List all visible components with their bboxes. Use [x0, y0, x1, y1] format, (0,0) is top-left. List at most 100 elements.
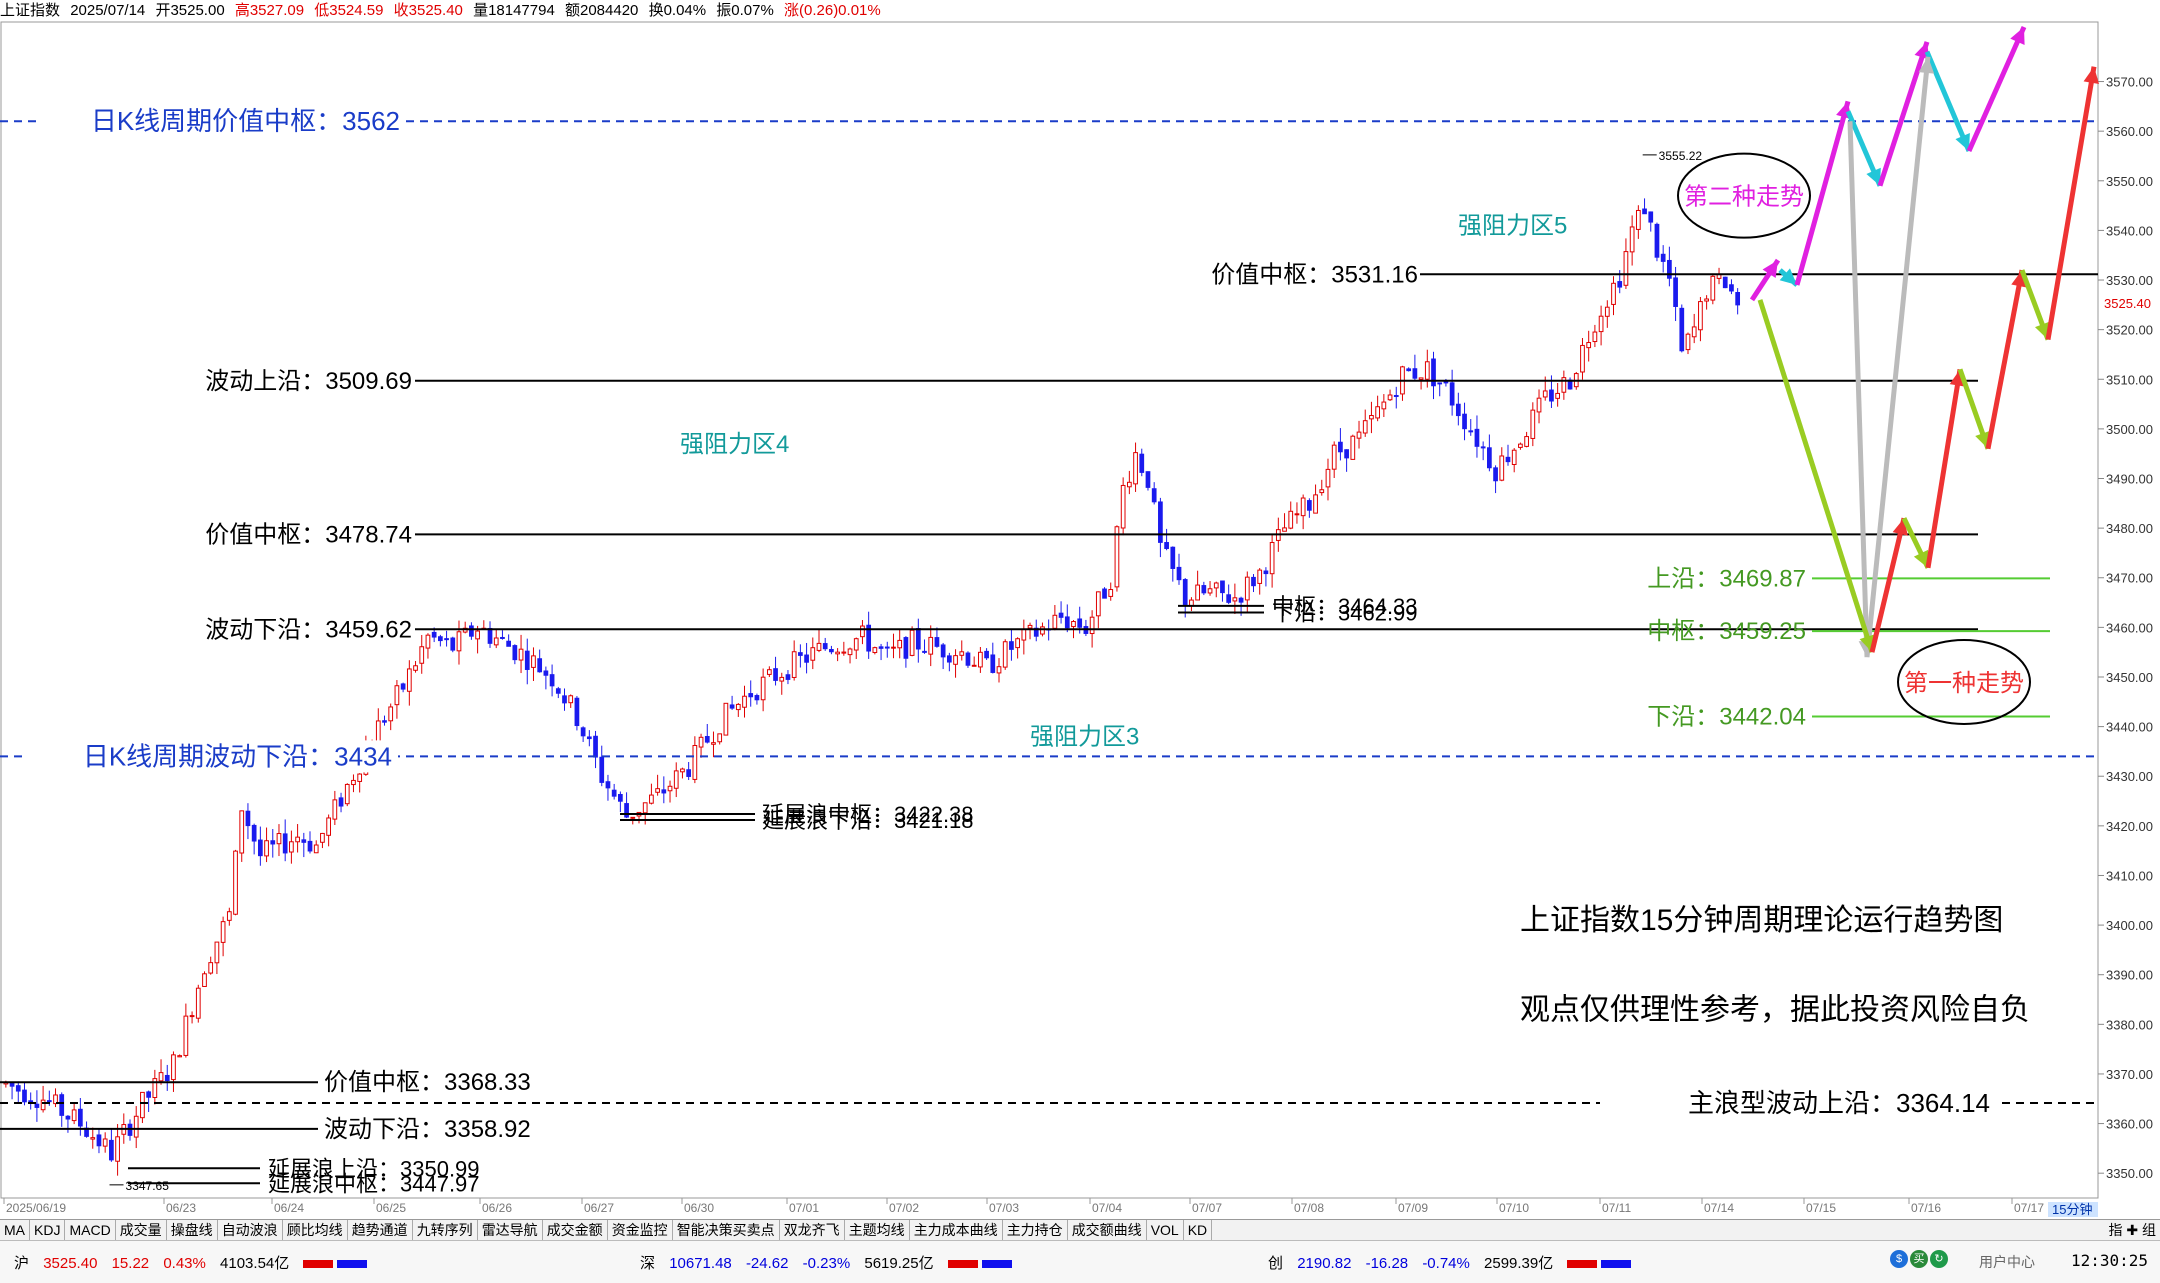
- candle-body: [1226, 594, 1232, 603]
- candle-body: [332, 799, 338, 820]
- candle-body: [456, 631, 462, 652]
- tab-11[interactable]: 资金监控: [608, 1220, 673, 1240]
- tab-5[interactable]: 自动波浪: [218, 1220, 283, 1240]
- link-icon[interactable]: $: [1890, 1250, 1908, 1268]
- y-tick-label: 3560.00: [2106, 124, 2153, 139]
- tab-7[interactable]: 趋势通道: [348, 1220, 413, 1240]
- level-label: 波动下沿：3358.92: [324, 1116, 531, 1143]
- tab-14[interactable]: 主题均线: [845, 1220, 910, 1240]
- period-badge-bg: [2048, 1202, 2098, 1217]
- scenario2-arrow-head: [2010, 26, 2025, 45]
- tab-12[interactable]: 智能决策买卖点: [673, 1220, 780, 1240]
- tab-0[interactable]: MA: [0, 1220, 30, 1240]
- tab-3[interactable]: 成交量: [116, 1220, 167, 1240]
- candle-body: [816, 642, 822, 651]
- candle-body: [766, 669, 772, 675]
- candle-body: [53, 1094, 58, 1105]
- tab-6[interactable]: 顾比均线: [283, 1220, 348, 1240]
- candle-body: [562, 695, 567, 704]
- tab-bar-tools[interactable]: 指 ✚ 组: [2104, 1220, 2160, 1240]
- candle-body: [543, 670, 549, 676]
- y-tick-label: 3450.00: [2106, 670, 2153, 685]
- candle-body: [1002, 641, 1008, 668]
- candle-body: [946, 655, 952, 663]
- candle-body: [1667, 259, 1672, 279]
- candle-body: [860, 625, 865, 638]
- candle-body: [1151, 488, 1157, 503]
- candle-body: [270, 840, 276, 845]
- candle-body: [1071, 621, 1076, 628]
- candle-body: [1021, 628, 1027, 641]
- tab-1[interactable]: KDJ: [30, 1220, 66, 1240]
- candle-body: [518, 648, 524, 661]
- y-tick-label: 3420.00: [2106, 819, 2153, 834]
- candlestick-chart[interactable]: 3350.00 3360.00 3370.00 3380.00 3390.00 3400.…: [0, 0, 2160, 1219]
- dashed-level-label: 日K线周期波动下沿：3434: [83, 741, 392, 771]
- tab-2[interactable]: MACD: [65, 1220, 116, 1240]
- level-label: 价值中枢：3368.33: [324, 1069, 531, 1096]
- tab-19[interactable]: KD: [1184, 1220, 1213, 1240]
- candle-body: [630, 816, 636, 819]
- candle-body: [344, 783, 350, 805]
- candle-body: [1549, 389, 1554, 402]
- candle-body: [1592, 331, 1598, 343]
- candle-body: [1499, 455, 1505, 481]
- user-center-link[interactable]: 用户中心: [1979, 1254, 2035, 1270]
- candle-body: [1449, 382, 1455, 406]
- candle-body: [115, 1136, 120, 1162]
- y-tick-label: 3480.00: [2106, 521, 2153, 536]
- refresh-icon[interactable]: ↻: [1930, 1250, 1948, 1268]
- tab-17[interactable]: 成交额曲线: [1068, 1220, 1147, 1240]
- tab-8[interactable]: 九转序列: [413, 1220, 478, 1240]
- sh-amt: 4103.54亿: [220, 1255, 290, 1272]
- buy-icon[interactable]: 买: [1910, 1250, 1928, 1268]
- candle-body: [735, 703, 741, 711]
- status-sh[interactable]: 沪 3525.40 15.22 0.43% 4103.54亿: [14, 1252, 371, 1273]
- candle-body: [996, 666, 1002, 674]
- candle-body: [1238, 597, 1244, 603]
- candle-body: [1158, 501, 1163, 543]
- x-tick-label: 06/23: [166, 1201, 196, 1215]
- candle-body: [1375, 406, 1381, 419]
- candle-body: [65, 1115, 71, 1120]
- candle-body: [1412, 368, 1418, 379]
- candle-body: [773, 668, 778, 681]
- candle-body: [1313, 494, 1318, 514]
- candle-body: [1679, 307, 1685, 352]
- small-level-label: 延展浪下沿：3421.18: [762, 808, 974, 833]
- dashed-label-bg: [28, 740, 398, 773]
- status-sz[interactable]: 深 10671.48 -24.62 -0.23% 5619.25亿: [640, 1252, 1016, 1273]
- candle-body: [878, 646, 884, 649]
- candle-body: [183, 1015, 189, 1056]
- candle-body: [568, 695, 574, 704]
- status-cy[interactable]: 创 2190.82 -16.28 -0.74% 2599.39亿: [1268, 1252, 1635, 1273]
- candle-body: [493, 637, 499, 646]
- tab-9[interactable]: 雷达导航: [478, 1220, 543, 1240]
- scenario1-arrow-head: [2034, 321, 2050, 340]
- candle-body: [34, 1103, 40, 1108]
- candle-body: [177, 1055, 183, 1058]
- tab-13[interactable]: 双龙齐飞: [780, 1220, 845, 1240]
- x-tick-label: 07/11: [1602, 1201, 1631, 1215]
- scenario-label: 第二种走势: [1684, 184, 1804, 211]
- sh-name: 沪: [14, 1255, 30, 1272]
- candle-body: [934, 637, 940, 647]
- tab-4[interactable]: 操盘线: [167, 1220, 218, 1240]
- x-tick-label: 2025/06/19: [6, 1201, 66, 1215]
- cy-pct: -0.74%: [1422, 1255, 1470, 1272]
- tab-10[interactable]: 成交金额: [543, 1220, 608, 1240]
- tab-15[interactable]: 主力成本曲线: [910, 1220, 1003, 1240]
- candle-body: [96, 1134, 102, 1147]
- sh-pct: 0.43%: [163, 1255, 206, 1272]
- candle-body: [140, 1091, 145, 1119]
- candle-body: [872, 647, 878, 654]
- candle-body: [760, 676, 766, 701]
- sz-pct: -0.23%: [802, 1255, 851, 1272]
- x-tick-label: 07/15: [1806, 1201, 1836, 1215]
- candle-body: [922, 650, 927, 653]
- tab-16[interactable]: 主力持仓: [1003, 1220, 1068, 1240]
- tab-18[interactable]: VOL: [1147, 1220, 1184, 1240]
- candle-body: [717, 733, 723, 743]
- x-tick-label: 06/26: [482, 1201, 512, 1215]
- candle-body: [1257, 569, 1263, 584]
